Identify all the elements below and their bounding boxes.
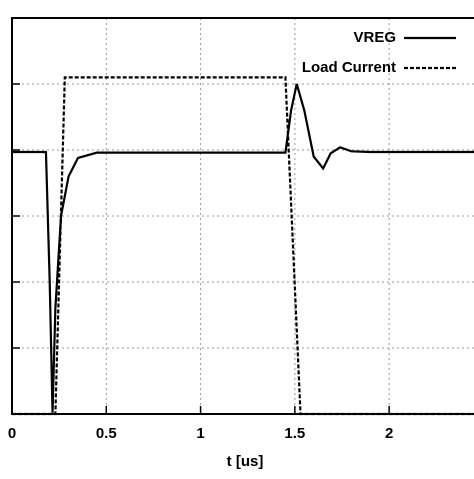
x-tick-label: 1 [196,425,204,442]
x-tick-label: 1.5 [284,425,305,442]
series-line [12,76,474,416]
x-tick-label: 0.5 [96,425,117,442]
x-tick-label: 0 [8,425,16,442]
x-tick-label: 2 [385,425,393,442]
legend-label: Load Current [302,59,396,76]
series-line [12,83,474,413]
x-axis-label: t [us] [227,453,264,470]
legend-label: VREG [353,29,396,46]
plot-frame [11,17,474,415]
